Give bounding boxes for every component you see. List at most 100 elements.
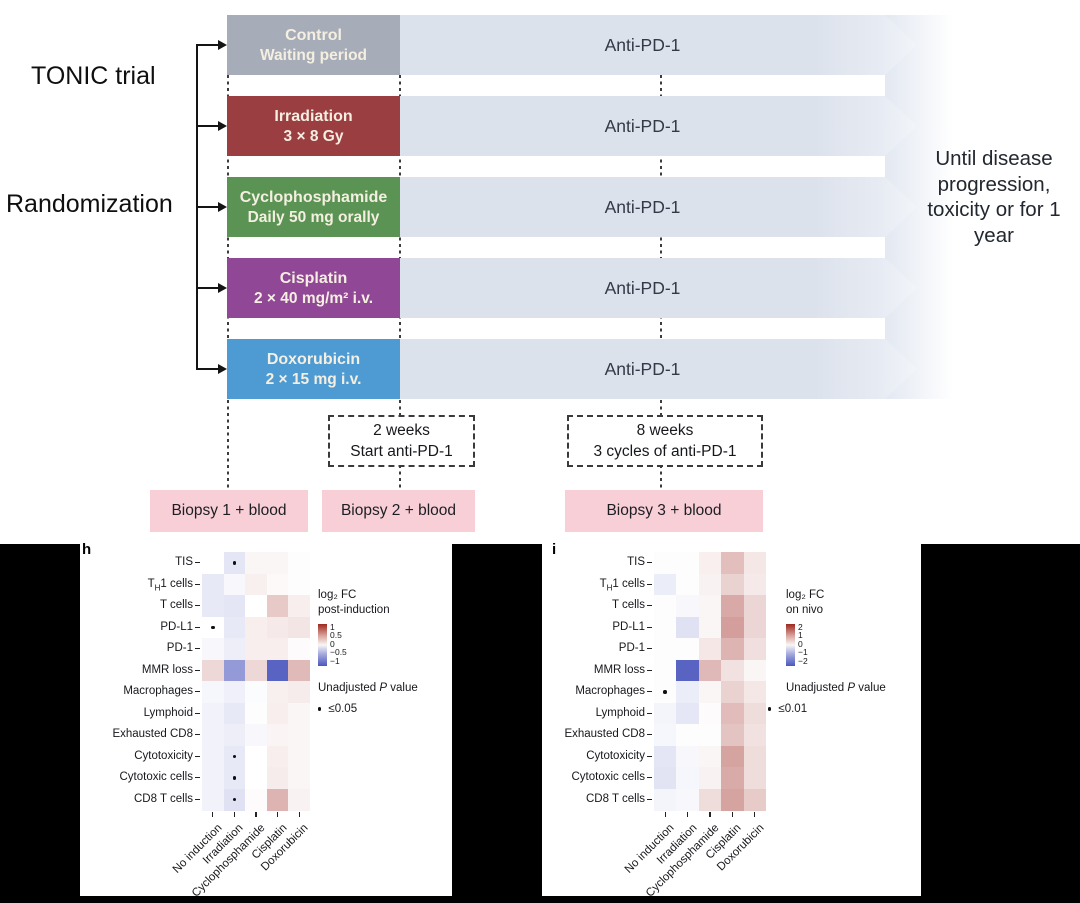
row-tick: [195, 605, 200, 607]
heatmap-cell: [288, 552, 311, 574]
heatmap-cell: [743, 616, 767, 639]
heatmap-row-label: Cytotoxic cells: [571, 771, 646, 784]
heatmap-cell: [698, 552, 722, 574]
heatmap-cell: [676, 616, 700, 639]
anti-pd1-label: Anti-PD-1: [604, 277, 681, 298]
arrowhead-icon: [218, 283, 227, 293]
significance-dot: [232, 776, 237, 780]
significance-dot: [232, 797, 237, 801]
heatmap-cell: [743, 788, 767, 811]
heatmap-row-label: Macrophages: [123, 685, 193, 698]
black-matte-left: [0, 544, 80, 903]
heatmap-cell: [743, 724, 767, 746]
column-tick: [298, 812, 300, 817]
heatmap-cell: [721, 616, 745, 639]
row-tick: [647, 626, 652, 628]
heatmap-cell: [654, 616, 677, 639]
biopsy-box: Biopsy 2 + blood: [322, 490, 475, 532]
milestone-line2: Start anti-PD-1: [350, 443, 453, 460]
heatmap-cell: [202, 638, 225, 660]
row-tick: [195, 562, 200, 564]
heatmap-cell: [288, 595, 311, 617]
heatmap-cell: [676, 659, 700, 682]
heatmap-cell: [676, 788, 700, 811]
legend-title-line1: log₂ FC: [786, 589, 825, 601]
heatmap-cell: [676, 552, 700, 574]
colorbar: [786, 624, 795, 666]
biopsy-box: Biopsy 3 + blood: [565, 490, 763, 532]
milestone-line1: 8 weeks: [636, 422, 694, 439]
heatmap-cell: [202, 681, 225, 703]
legend-title-line2: on nivo: [786, 604, 824, 616]
heatmap-row-label: T cells: [611, 599, 645, 612]
heatmap-cell: [721, 767, 745, 789]
heatmap-cell: [676, 595, 700, 617]
row-tick: [647, 777, 652, 779]
heatmap-cell: [698, 724, 722, 746]
heatmap-cell: [676, 745, 700, 768]
heatmap-row-label: CD8 T cells: [585, 792, 645, 805]
heatmap-cell: [743, 767, 767, 789]
heatmap-row-label: TIS: [627, 556, 645, 569]
heatmap-row-label: MMR loss: [141, 663, 193, 676]
bracket-stem: [196, 367, 219, 371]
anti-pd1-label: Anti-PD-1: [604, 358, 681, 379]
row-tick: [647, 691, 652, 693]
heatmap-cell: [288, 788, 311, 811]
anti-pd1-arrow: Anti-PD-1: [400, 15, 917, 75]
heatmap-cell: [676, 724, 700, 746]
heatmap-cell: [202, 745, 225, 768]
arm-detail: Waiting period: [259, 46, 368, 64]
arrowhead-icon: [218, 202, 227, 212]
column-tick: [754, 812, 756, 817]
heatmap-cell: [654, 595, 677, 617]
heatmap-cell: [721, 724, 745, 746]
pvalue-title: Unadjusted P value: [318, 682, 418, 694]
heatmap-cell: [266, 681, 289, 703]
anti-pd1-label: Anti-PD-1: [604, 34, 681, 55]
heatmap-cell: [654, 573, 677, 596]
arm-name: Cisplatin: [279, 269, 348, 287]
heatmap-cell: [743, 638, 767, 660]
row-tick: [647, 648, 652, 650]
black-matte-right: [921, 544, 1080, 903]
pvalue-threshold: ≤0.01: [768, 703, 807, 715]
heatmap-cell: [245, 767, 268, 789]
heatmap-cell: [245, 659, 268, 682]
black-matte-middle: [452, 544, 542, 903]
trial-title: TONIC trial: [31, 62, 156, 90]
bracket-stem: [196, 286, 219, 290]
legend-title-line1: log₂ FC: [318, 589, 357, 601]
heatmap-cell: [698, 745, 722, 768]
bracket-stem: [196, 43, 219, 47]
column-tick: [255, 812, 257, 817]
row-tick: [647, 583, 652, 585]
row-tick: [195, 669, 200, 671]
heatmap-cell: [202, 573, 225, 596]
row-tick: [195, 583, 200, 585]
heatmap-cell: [654, 745, 677, 768]
heatmap-cell: [676, 681, 700, 703]
arrowhead-icon: [218, 364, 227, 374]
heatmap-row-label: TIS: [175, 556, 193, 569]
heatmap-cell: [245, 595, 268, 617]
panel-label: h: [82, 541, 92, 558]
row-tick: [647, 798, 652, 800]
anti-pd1-arrow: Anti-PD-1: [400, 177, 917, 237]
heatmap-cell: [698, 702, 722, 725]
heatmap-row-label: TH1 cells: [147, 577, 193, 593]
heatmap-cell: [223, 595, 246, 617]
dot-icon: [768, 707, 772, 711]
heatmap-cell: [223, 616, 246, 639]
heatmap-cell: [266, 724, 289, 746]
row-tick: [647, 712, 652, 714]
row-tick: [195, 626, 200, 628]
heatmap-cell: [245, 616, 268, 639]
arm-name: Cyclophosphamide: [239, 188, 388, 206]
row-tick: [195, 691, 200, 693]
heatmap-cell: [698, 659, 722, 682]
heatmap-cell: [245, 788, 268, 811]
heatmap-cell: [743, 745, 767, 768]
heatmap-cell: [721, 788, 745, 811]
